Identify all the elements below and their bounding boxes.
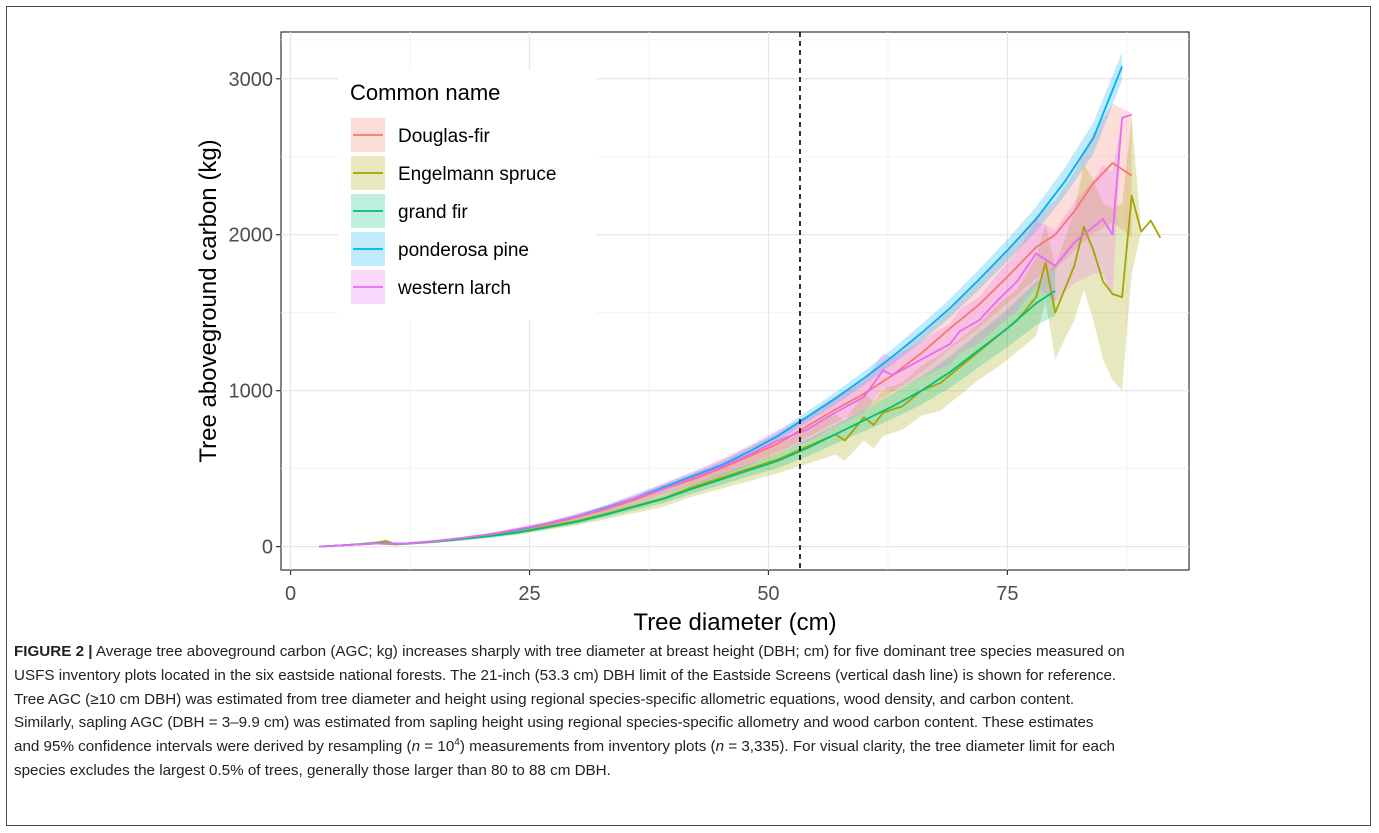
caption-line-4: Similarly, sapling AGC (DBH = 3–9.9 cm) … [14, 714, 1094, 732]
caption-line-5: and 95% confidence intervals were derive… [14, 737, 1115, 756]
figure-caption: FIGURE 2 | Average tree aboveground carb… [14, 640, 1364, 783]
legend: Common name Douglas-fir Engelmann spruce g… [338, 70, 596, 320]
band-western-larch [319, 114, 1132, 547]
y-axis-label: Tree aboveground carbon (kg) [195, 139, 222, 462]
legend-item-ponderosa-pine: ponderosa pine [351, 232, 529, 266]
caption-line-3: Tree AGC (≥10 cm DBH) was estimated from… [14, 690, 1075, 708]
legend-item-engelmann-spruce: Engelmann spruce [351, 156, 556, 190]
caption-line-1: FIGURE 2 | Average tree aboveground carb… [14, 643, 1125, 660]
legend-item-douglas-fir: Douglas-fir [351, 118, 491, 152]
band-ponderosa-pine [319, 52, 1123, 547]
y-axis-ticks: 0 1000 2000 3000 [229, 69, 281, 559]
x-tick-label: 0 [285, 583, 296, 605]
caption-lead: FIGURE 2 | [14, 643, 93, 660]
line-western-larch [319, 113, 1132, 548]
y-tick-label: 3000 [229, 69, 274, 91]
x-tick-label: 75 [996, 583, 1018, 605]
legend-item-grand-fir: grand fir [351, 194, 468, 228]
y-tick-label: 2000 [229, 225, 274, 247]
x-axis-label: Tree diameter (cm) [633, 609, 836, 636]
series-lines [319, 65, 1162, 548]
chart: 0 25 50 75 0 1000 2000 3000 Tree diameter (cm)… [195, 31, 1190, 636]
legend-label: grand fir [398, 202, 468, 223]
x-tick-label: 25 [518, 583, 540, 605]
legend-label: Douglas-fir [398, 126, 491, 147]
legend-label: ponderosa pine [398, 240, 529, 261]
legend-label: western larch [397, 278, 511, 299]
y-tick-label: 1000 [229, 381, 274, 403]
x-axis-ticks: 0 25 50 75 [285, 570, 1019, 605]
caption-line-6: species excludes the largest 0.5% of tre… [14, 761, 611, 779]
legend-label: Engelmann spruce [398, 164, 556, 185]
legend-item-western-larch: western larch [351, 270, 511, 304]
legend-background [338, 70, 596, 320]
caption-line-2: USFS inventory plots located in the six … [14, 666, 1117, 684]
legend-title: Common name [350, 80, 500, 105]
x-tick-label: 50 [757, 583, 779, 605]
y-tick-label: 0 [262, 537, 273, 559]
